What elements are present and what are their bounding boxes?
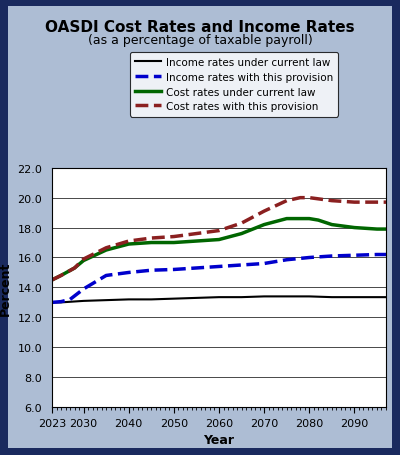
Y-axis label: Percent: Percent [0,261,12,315]
Legend: Income rates under current law, Income rates with this provision, Cost rates und: Income rates under current law, Income r… [130,53,338,117]
X-axis label: Year: Year [204,433,234,446]
Text: OASDI Cost Rates and Income Rates: OASDI Cost Rates and Income Rates [45,20,355,35]
Text: (as a percentage of taxable payroll): (as a percentage of taxable payroll) [88,34,312,47]
